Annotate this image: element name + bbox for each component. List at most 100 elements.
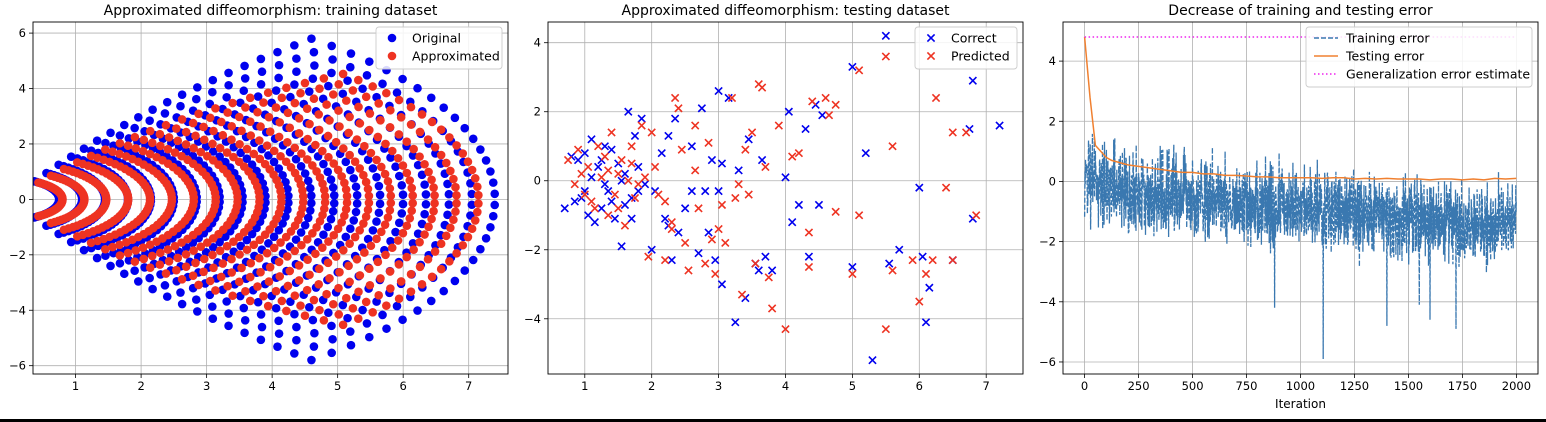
data-point [350,232,360,242]
data-point [617,176,626,185]
data-point [804,252,814,261]
data-point [256,310,266,319]
data-point [296,161,306,171]
data-point [307,191,316,200]
data-point [341,157,351,167]
data-point [283,281,293,291]
data-point [731,318,740,327]
data-point [227,268,237,277]
data-point [476,145,485,154]
data-point [341,204,351,214]
data-point [694,249,703,258]
x-tick-label: 3 [715,379,722,393]
data-point [131,144,141,153]
data-point [704,228,713,237]
data-point [284,198,293,208]
data-point [394,95,404,105]
data-point [256,79,266,89]
data-point [297,149,306,158]
data-point [704,138,713,147]
data-point [290,98,300,108]
data-point [115,149,124,159]
x-tick-label: 1 [581,379,588,393]
data-point [691,166,700,175]
data-point [308,315,318,325]
data-point [283,205,292,215]
data-point [338,69,348,79]
data-point [269,243,279,253]
data-point [222,148,232,157]
data-point [420,159,429,169]
data-point [824,111,834,120]
data-point [818,111,827,120]
data-point [328,183,338,192]
data-point [344,128,353,138]
data-point [364,191,374,201]
data-point [341,185,351,194]
data-point [239,86,249,96]
data-point [264,239,273,248]
data-point [417,110,427,119]
data-point [365,125,374,135]
data-point [284,191,293,201]
data-point [717,200,727,210]
data-point [861,148,870,158]
data-point [372,217,381,226]
data-point [383,213,393,222]
data-point [610,214,620,223]
data-point [350,157,360,167]
data-point [470,216,480,225]
data-point [365,109,375,118]
data-point [408,238,418,248]
data-point [415,152,424,161]
data-point [788,217,797,227]
data-point [450,113,460,123]
data-point [784,107,794,116]
data-point [234,277,244,287]
data-point [436,264,446,274]
data-point [570,180,579,189]
data-point [717,159,727,168]
data-point [274,60,284,70]
data-point [714,86,723,96]
grid-lines [548,22,1023,374]
data-point [294,261,304,270]
data-point [394,130,404,139]
data-point [338,89,348,99]
data-point [281,177,290,187]
data-point [342,191,352,201]
data-point [354,287,363,297]
data-point [378,79,387,89]
data-point [374,208,384,218]
data-point [630,193,640,203]
data-point [346,340,356,350]
data-point [915,183,924,192]
data-point [199,122,208,132]
data-point [881,324,891,334]
data-point [948,255,957,265]
data-point [239,303,249,313]
data-point [271,286,281,296]
data-point [343,76,352,85]
data-point [325,116,334,125]
data-point [352,199,362,208]
data-point [222,241,232,251]
data-point [199,254,209,264]
data-point [193,307,202,316]
data-point [346,49,356,58]
data-point [296,88,305,98]
data-point [358,84,367,94]
data-point [242,144,252,154]
data-point [634,186,643,196]
data-point [424,167,433,177]
data-point [215,143,225,153]
data-point [360,248,369,257]
data-point [329,199,339,208]
series-approximated [34,69,483,330]
data-point [604,166,613,175]
data-point [240,328,249,338]
data-point [328,90,338,99]
data-point [424,222,433,232]
x-tick-label: 2 [648,379,655,393]
data-point [358,305,367,315]
